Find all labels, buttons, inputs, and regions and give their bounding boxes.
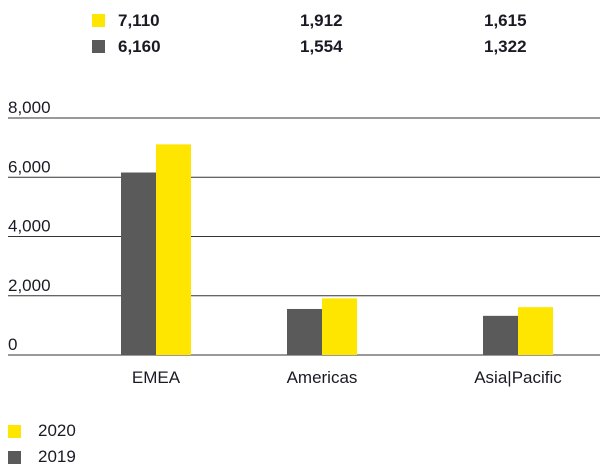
value-2020-asia-pacific: 1,615 [484,11,527,30]
value-2019-americas: 1,554 [300,37,343,56]
value-2020-americas: 1,912 [300,11,343,30]
value-table-swatch-2019 [92,40,105,53]
bar-2019-emea [121,172,156,355]
y-tick-label-2: 4,000 [8,217,51,236]
value-2019-asia-pacific: 1,322 [484,37,527,56]
legend-label-2020: 2020 [38,421,76,440]
legend-swatch-2020 [8,425,21,438]
legend-swatch-2019 [8,451,21,464]
y-tick-label-3: 6,000 [8,157,51,176]
y-tick-label-4: 8,000 [8,98,51,117]
legend-label-2019: 2019 [38,447,76,466]
bar-2019-americas [287,308,322,355]
x-tick-label-emea: EMEA [132,368,181,387]
y-tick-label-0: 0 [8,335,17,354]
bar-2020-emea [156,144,191,355]
bar-2020-asia-pacific [518,307,553,355]
value-2019-emea: 6,160 [118,37,161,56]
x-tick-label-americas: Americas [287,368,358,387]
y-tick-label-1: 2,000 [8,276,51,295]
bar-2019-asia-pacific [483,315,518,355]
value-2020-emea: 7,110 [118,11,160,30]
value-table-swatch-2020 [92,14,105,27]
bar-chart: 0 2,000 4,000 6,000 8,000 EMEA Americas Asia|Pa… [8,98,600,387]
bar-2020-americas [322,298,357,355]
x-tick-label-asia-pacific: Asia|Pacific [474,368,562,387]
